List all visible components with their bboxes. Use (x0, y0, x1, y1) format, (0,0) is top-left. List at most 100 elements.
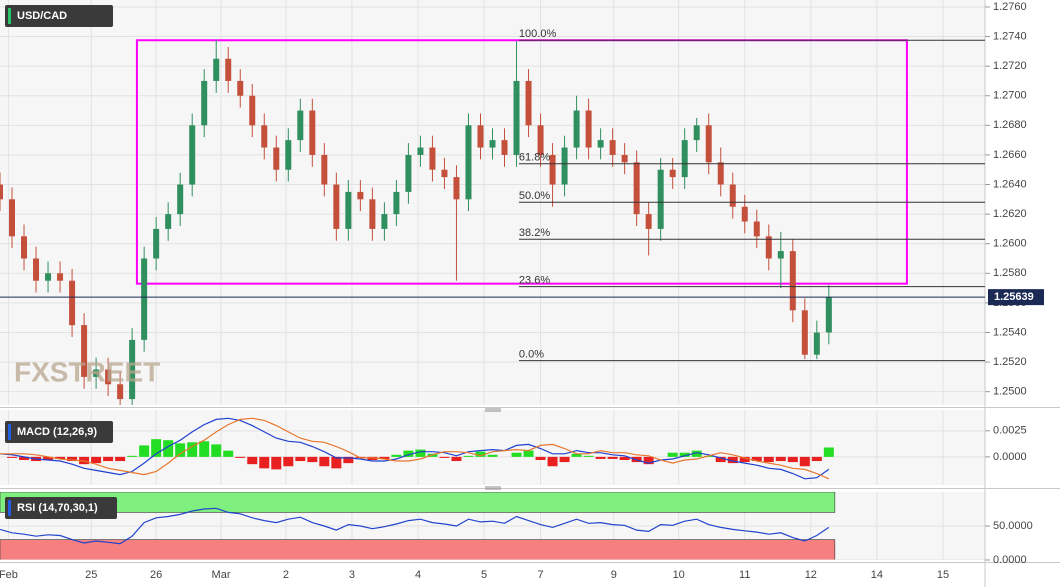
indicator-line (0, 417, 830, 480)
x-tick-label: Feb (0, 569, 18, 581)
y-tick-label: 1.2740 (993, 30, 1027, 42)
fib-label: 0.0% (519, 349, 544, 361)
histogram-bar (559, 456, 570, 463)
resize-grip[interactable] (485, 486, 501, 490)
x-tick-label: 4 (415, 569, 421, 581)
candle-body (417, 147, 424, 155)
candle-body (129, 339, 136, 400)
rsi-line (0, 507, 830, 545)
last-price-label: 1.25639 (994, 291, 1034, 303)
histogram-bar (211, 444, 222, 457)
candle-body (345, 191, 352, 229)
candle-body (0, 184, 3, 200)
candle-body (573, 110, 580, 148)
histogram-bar (271, 456, 282, 470)
candle-body (561, 147, 568, 185)
candle-body (309, 110, 316, 155)
indicator-line (0, 417, 830, 480)
candle-body (501, 140, 508, 155)
histogram-bar (823, 447, 834, 457)
candle-body (141, 258, 148, 340)
candle-body (681, 140, 688, 178)
candle-body (441, 169, 448, 178)
histogram-bar (679, 452, 690, 457)
histogram-bar (115, 456, 126, 462)
candle-body (741, 206, 748, 222)
pane-plot (0, 492, 985, 560)
y-tick-label: 1.2680 (993, 119, 1027, 131)
x-tick-label: 7 (537, 569, 543, 581)
candle-body (57, 273, 64, 281)
candle-body (645, 214, 652, 229)
title-box[interactable]: MACD (12,26,9) (5, 421, 113, 443)
histogram-bar (667, 452, 678, 457)
resize-grip[interactable] (485, 408, 501, 412)
candle-body (537, 125, 544, 155)
histogram-bar (247, 456, 258, 465)
candle-body (249, 95, 256, 126)
y-tick-label: 1.2600 (993, 238, 1027, 250)
fib-label: 23.6% (519, 275, 550, 287)
histogram-bar (595, 456, 606, 459)
candle-body (93, 369, 100, 377)
histogram-bar (55, 456, 66, 459)
histogram-bar (187, 442, 198, 457)
candle-body (177, 184, 184, 215)
histogram-bar (715, 456, 726, 463)
x-tick-label: 3 (349, 569, 355, 581)
candle-body (405, 154, 412, 192)
histogram-bar (691, 450, 702, 457)
histogram-bar (103, 456, 114, 462)
candle-body (69, 280, 76, 326)
histogram-bar (403, 450, 414, 457)
histogram-bar (511, 452, 522, 457)
histogram-bar (175, 443, 186, 457)
histogram-bar (463, 455, 474, 457)
y-tick-label: 1.2720 (993, 60, 1027, 72)
y-tick-label: 1.2640 (993, 178, 1027, 190)
candle-body (693, 125, 700, 141)
y-tick-label: 50.0000 (993, 520, 1033, 532)
title-box[interactable]: RSI (14,70,30,1) (5, 497, 117, 519)
candle-body (45, 273, 52, 281)
candle-body (297, 110, 304, 141)
histogram-bar (523, 450, 534, 457)
histogram-bar (319, 456, 330, 467)
candle-body (189, 125, 196, 185)
candle-body (489, 140, 496, 148)
overbought-zone (0, 492, 836, 513)
histogram-bar (139, 445, 150, 457)
candle-body (525, 80, 532, 126)
oversold-zone (0, 539, 836, 560)
histogram-bar (619, 456, 630, 460)
x-tick-label: 11 (739, 569, 750, 581)
histogram-bar (307, 456, 318, 463)
candle-body (825, 297, 832, 333)
candle-body (609, 140, 616, 155)
candle-body (285, 140, 292, 170)
candle-body (729, 184, 736, 207)
chart-title: USD/CAD (17, 10, 67, 22)
histogram-bar (415, 449, 426, 457)
histogram-bar (43, 456, 54, 460)
candle-body (549, 154, 556, 185)
fib-label: 50.0% (519, 190, 550, 202)
histogram-bar (763, 456, 774, 463)
histogram-bar (475, 451, 486, 457)
histogram-bar (19, 456, 30, 460)
title-box[interactable]: USD/CAD (5, 5, 113, 27)
histogram-bar (811, 456, 822, 462)
histogram-bar (235, 456, 246, 458)
candle-body (225, 58, 232, 81)
candle-body (765, 236, 772, 259)
x-tick-label: 10 (673, 569, 685, 581)
y-tick-label: 1.2580 (993, 267, 1027, 279)
pane-plot (0, 410, 985, 485)
y-tick-label: 0.0025 (993, 425, 1027, 437)
fib-label: 100.0% (519, 28, 557, 40)
histogram-bar (259, 456, 270, 469)
candle-body (789, 251, 796, 311)
histogram-bar (775, 456, 786, 462)
candle-body (717, 162, 724, 185)
